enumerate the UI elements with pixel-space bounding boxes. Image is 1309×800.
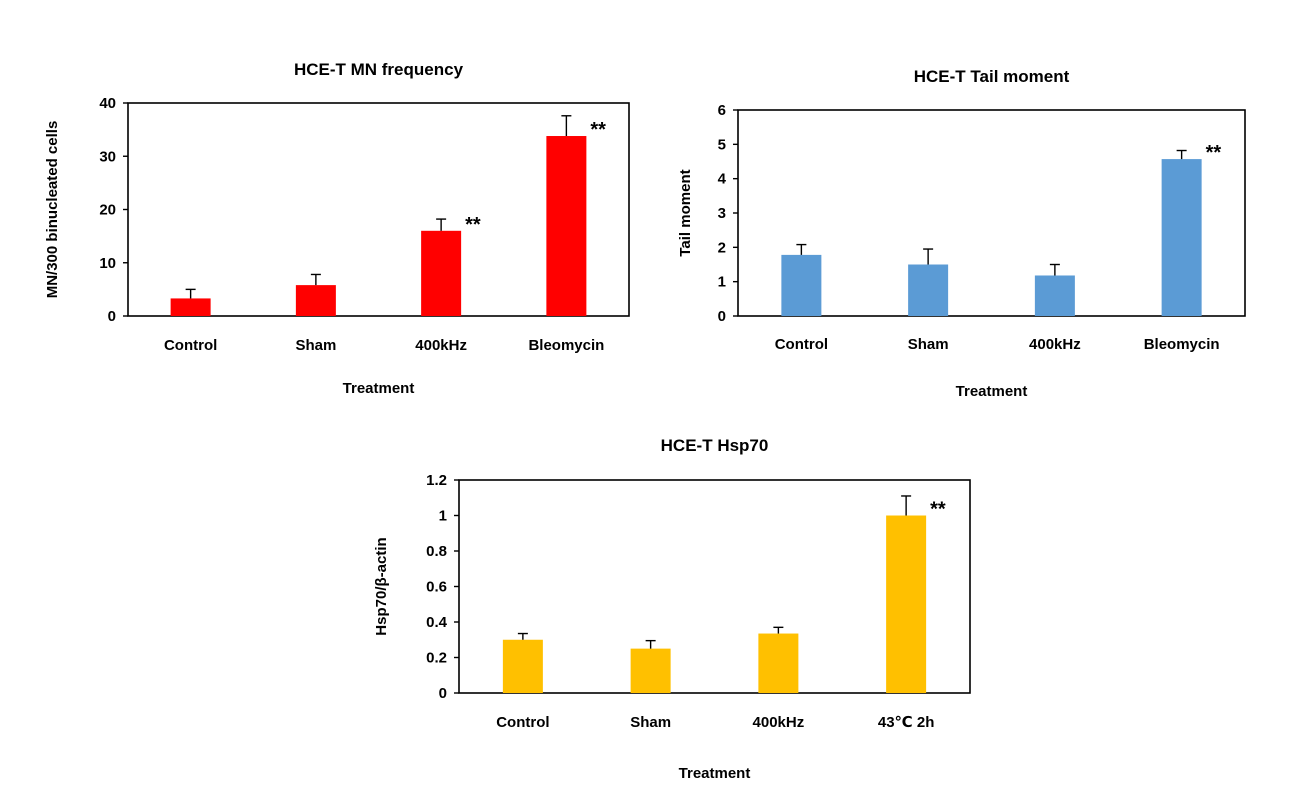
bar-400khz [758,633,799,693]
y-tick-label: 0 [439,685,447,702]
y-tick-label: 5 [718,136,726,153]
chart-title: HCE-T Tail moment [914,67,1070,86]
x-tick-label: 400kHz [753,714,805,731]
x-tick-label: Control [496,714,549,731]
bar-bleomycin [1161,159,1202,316]
x-axis-label: Treatment [343,380,415,397]
chart-hsp: HCE-T Hsp70 0 0.2 0.4 0.6 0.8 1 1.2 Control Sham 4… [373,436,971,782]
bar-sham [295,285,336,316]
y-tick-label: 2 [718,239,726,256]
y-tick-label: 0.6 [426,579,447,596]
x-tick-label: 400kHz [415,337,467,354]
y-tick-label: 40 [99,95,116,112]
significance-marker: ** [465,214,481,236]
significance-marker: ** [1206,142,1222,164]
x-tick-label: Bleomycin [1144,336,1220,353]
y-tick-label: 0 [108,308,116,325]
x-tick-label: Sham [295,337,336,354]
bar-control [170,298,211,316]
y-tick-label: 0 [718,308,726,325]
bar-400khz [421,230,462,316]
x-tick-label: 400kHz [1029,336,1081,353]
y-tick-label: 0.2 [426,650,447,667]
x-tick-label: Sham [630,714,671,731]
x-tick-label: Sham [908,336,949,353]
chart-tail: HCE-T Tail moment 0 1 2 3 4 5 6 Control Sham 400kH… [677,67,1246,400]
bar-400khz [1034,275,1075,316]
significance-marker: ** [590,119,606,141]
y-tick-label: 1.2 [426,472,447,489]
significance-marker: ** [930,499,946,521]
bar-control [781,254,822,316]
bar-43-2h [886,515,927,693]
x-tick-label: 43℃ 2h [878,714,935,731]
y-tick-label: 1 [439,508,447,525]
y-axis-label: Hsp70/β-actin [373,537,390,635]
bar-sham [908,264,949,316]
x-tick-label: Bleomycin [528,337,604,354]
y-axis-label: MN/300 binucleated cells [44,121,61,299]
chart-mn: HCE-T MN frequency 0 10 20 30 40 Control Sham **… [44,60,630,397]
x-axis-label: Treatment [956,383,1028,400]
chart-title: HCE-T Hsp70 [661,436,769,455]
x-axis-label: Treatment [679,765,751,782]
y-tick-label: 20 [99,202,116,219]
y-axis-label: Tail moment [677,169,694,256]
x-tick-label: Control [775,336,828,353]
y-tick-label: 1 [718,274,726,291]
y-tick-label: 3 [718,205,726,222]
bar-sham [630,648,671,693]
y-tick-label: 4 [718,171,727,188]
y-tick-label: 30 [99,148,116,165]
y-tick-label: 0.8 [426,543,447,560]
bar-bleomycin [546,136,587,316]
x-tick-label: Control [164,337,217,354]
y-tick-label: 10 [99,255,116,272]
y-tick-label: 6 [718,102,726,119]
y-tick-label: 0.4 [426,614,448,631]
bar-control [502,639,543,693]
chart-title: HCE-T MN frequency [294,60,464,79]
